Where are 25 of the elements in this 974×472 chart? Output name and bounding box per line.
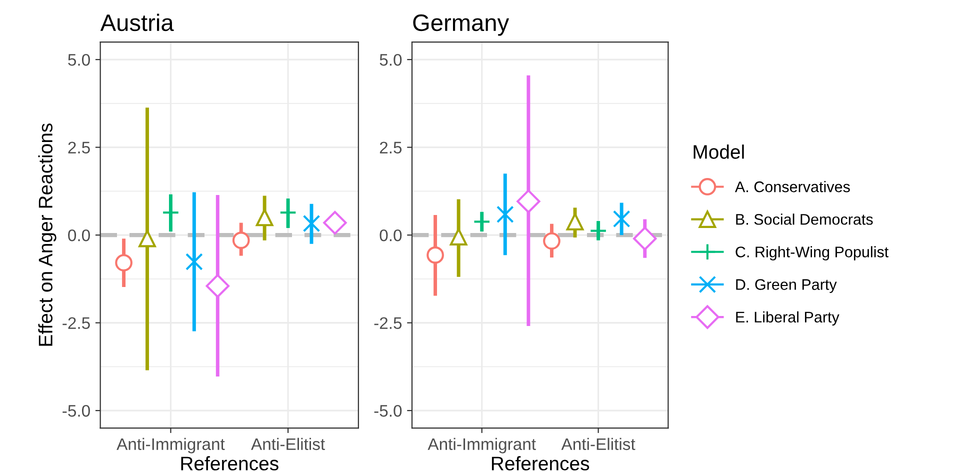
x-tick-label: Anti-Immigrant (116, 438, 225, 454)
x-axis-title: References (492, 456, 590, 470)
legend-label: B. Social Democrats (736, 214, 873, 225)
legend-title: Model (694, 144, 744, 159)
y-axis-title: Effect on Anger Reactions (38, 124, 56, 346)
x-axis-title: References (181, 456, 278, 470)
legend-label: C. Right-Wing Populist (736, 246, 889, 260)
y-tick-label: 2.5 (68, 142, 90, 154)
y-tick-label: -5.0 (62, 404, 90, 417)
y-tick-label: -2.5 (374, 317, 402, 330)
x-tick-label: Anti-Elitist (251, 438, 325, 450)
chart-title: Germany (413, 14, 510, 36)
legend-label: D. Green Party (736, 279, 837, 293)
x-tick-label: Anti-Immigrant (428, 438, 536, 454)
y-tick-label: 5.0 (380, 54, 402, 66)
legend-label: E. Liberal Party (736, 311, 840, 326)
x-tick-label: Anti-Elitist (561, 438, 636, 450)
y-tick-label: 5.0 (68, 54, 90, 66)
y-tick-label: 0.0 (68, 229, 90, 242)
legend-label: A. Conservatives (734, 181, 850, 192)
y-tick-label: -2.5 (62, 317, 90, 330)
y-tick-label: 2.5 (380, 142, 402, 154)
y-tick-label: -5.0 (374, 404, 402, 417)
y-tick-label: 0.0 (380, 229, 402, 242)
chart-title: Austria (100, 14, 174, 32)
